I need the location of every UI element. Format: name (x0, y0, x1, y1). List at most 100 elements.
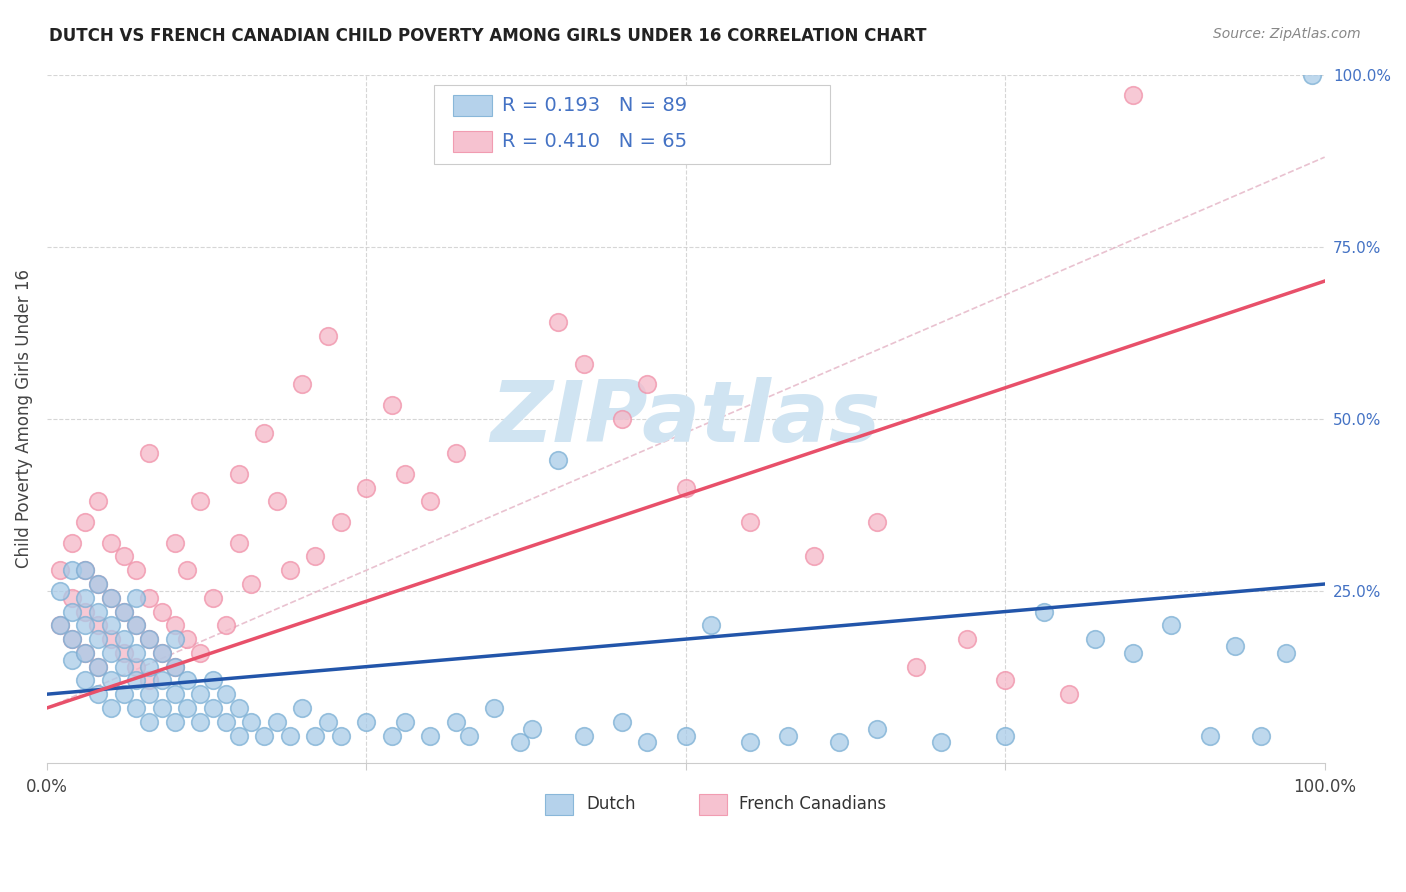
Point (482, 701, 505, 715)
Point (1198, 729, 1220, 743)
Point (163, 687, 186, 701)
Point (278, 563, 301, 577)
Point (176, 701, 198, 715)
Point (636, 735, 658, 749)
Point (125, 591, 148, 605)
Point (444, 446, 467, 460)
Point (316, 329, 339, 343)
Point (522, 722, 544, 736)
Point (138, 632, 160, 646)
Point (75, 673, 97, 688)
Point (138, 714, 160, 729)
Point (112, 659, 135, 673)
Point (1250, 729, 1272, 743)
FancyBboxPatch shape (699, 794, 727, 814)
Point (163, 659, 186, 673)
Point (163, 618, 186, 632)
Point (125, 701, 148, 715)
Point (112, 549, 135, 564)
Point (738, 515, 761, 529)
Point (62, 632, 84, 646)
Point (163, 659, 186, 673)
FancyBboxPatch shape (453, 95, 492, 116)
Point (253, 729, 276, 743)
Point (87, 577, 110, 591)
Point (572, 357, 595, 371)
Point (457, 729, 479, 743)
Point (291, 377, 314, 392)
Point (675, 481, 697, 495)
Point (547, 453, 569, 467)
Point (87, 605, 110, 619)
Point (75, 591, 97, 605)
Point (329, 729, 352, 743)
Point (138, 446, 160, 460)
Point (112, 632, 135, 646)
Point (188, 646, 211, 660)
Point (240, 714, 263, 729)
Point (75, 515, 97, 529)
Point (138, 659, 160, 673)
Point (138, 673, 160, 688)
Point (150, 673, 173, 688)
Point (87, 687, 110, 701)
Point (75, 605, 97, 619)
Point (316, 714, 339, 729)
Point (381, 398, 404, 412)
Point (381, 729, 404, 743)
Point (738, 735, 761, 749)
Point (112, 605, 135, 619)
Point (150, 605, 173, 619)
Text: R = 0.410   N = 65: R = 0.410 N = 65 (502, 132, 688, 151)
Point (100, 591, 122, 605)
Point (356, 714, 378, 729)
Point (112, 687, 135, 701)
Point (62, 563, 84, 577)
Point (228, 535, 250, 549)
Point (994, 673, 1017, 688)
Point (356, 481, 378, 495)
Point (291, 701, 314, 715)
Point (394, 467, 416, 481)
Point (75, 618, 97, 632)
Point (62, 632, 84, 646)
Point (150, 646, 173, 660)
Point (201, 591, 224, 605)
Point (1122, 88, 1144, 103)
Point (112, 605, 135, 619)
Point (87, 577, 110, 591)
Point (100, 646, 122, 660)
Point (675, 729, 697, 743)
Point (444, 714, 467, 729)
Point (176, 563, 198, 577)
Point (266, 494, 288, 508)
Point (150, 646, 173, 660)
Point (610, 714, 633, 729)
Point (1160, 618, 1182, 632)
Point (610, 411, 633, 425)
Point (215, 714, 238, 729)
Point (803, 549, 825, 564)
Point (48, 618, 70, 632)
Point (176, 673, 198, 688)
Point (75, 646, 97, 660)
Point (1225, 639, 1247, 653)
Point (125, 618, 148, 632)
Point (266, 714, 288, 729)
Point (87, 632, 110, 646)
Point (956, 632, 979, 646)
Point (62, 653, 84, 667)
Point (48, 583, 70, 598)
Point (188, 687, 211, 701)
Point (278, 729, 301, 743)
Point (163, 535, 186, 549)
Point (138, 632, 160, 646)
Point (100, 673, 122, 688)
Point (87, 494, 110, 508)
Point (866, 515, 889, 529)
Point (125, 646, 148, 660)
Text: French Canadians: French Canadians (740, 796, 887, 814)
Point (636, 377, 658, 392)
Point (75, 563, 97, 577)
Point (125, 659, 148, 673)
